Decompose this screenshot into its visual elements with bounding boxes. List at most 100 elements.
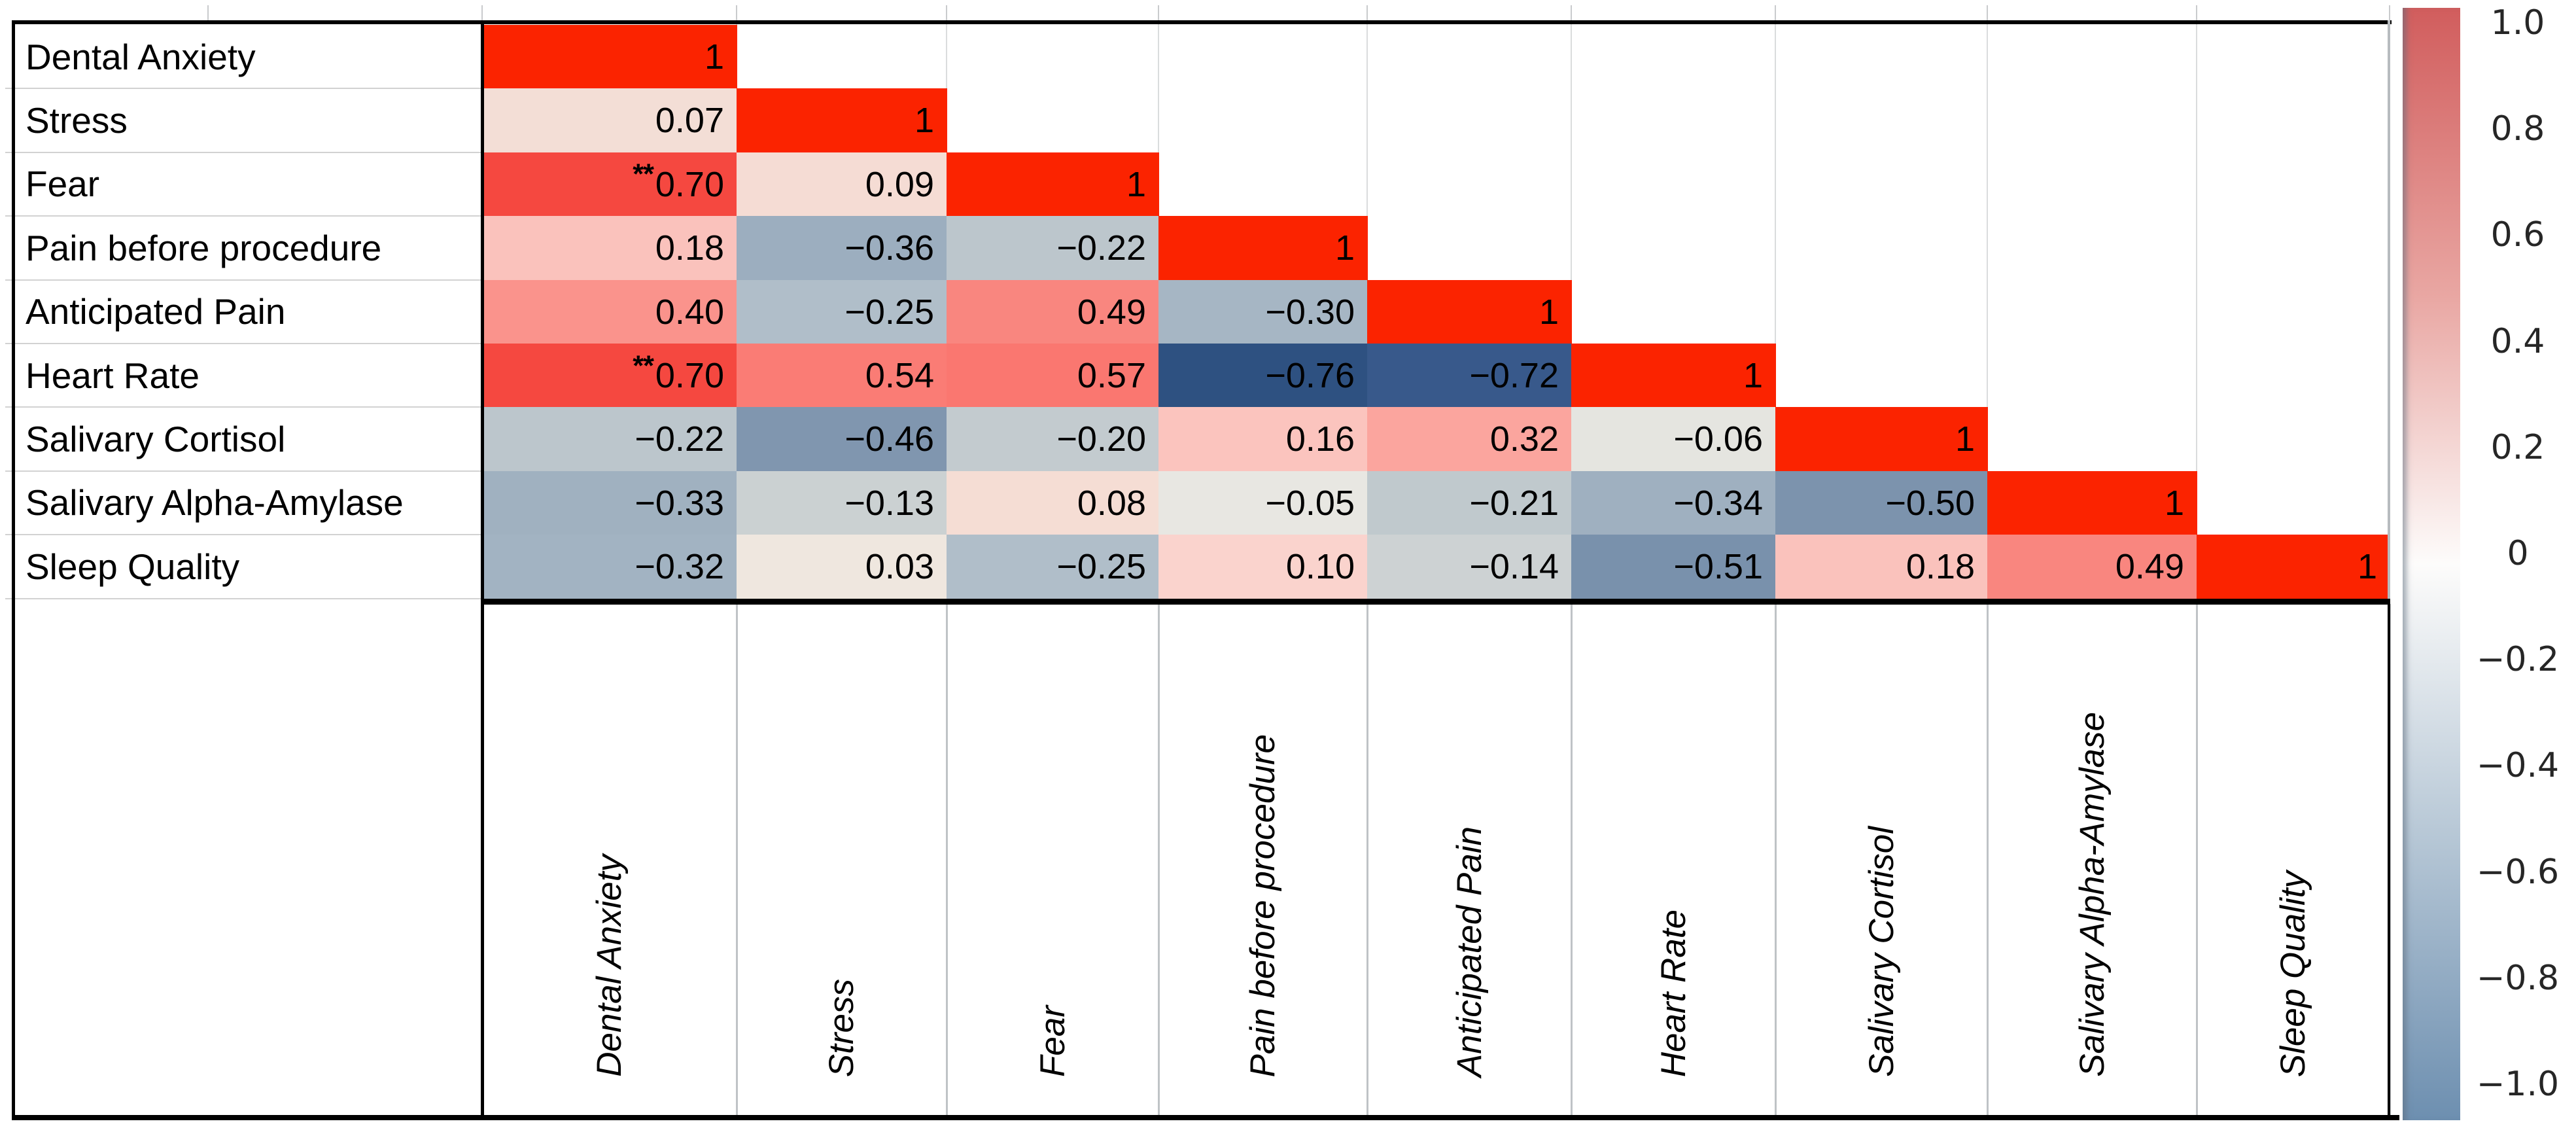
table-border-right-upper bbox=[2388, 20, 2390, 599]
cell-value: 1 bbox=[704, 37, 724, 77]
matrix-cell: 0.32 bbox=[1367, 407, 1572, 472]
cell-value: −0.46 bbox=[844, 419, 934, 459]
cell-value: −0.14 bbox=[1469, 547, 1559, 587]
cell-value: 0.03 bbox=[865, 547, 934, 587]
cell-value: −0.25 bbox=[844, 292, 934, 332]
row-separator-line bbox=[5, 406, 482, 408]
colorbar-tick-label: −0.4 bbox=[2476, 746, 2560, 786]
column-gridline bbox=[1158, 604, 1160, 1115]
row-label: Salivary Cortisol bbox=[26, 419, 286, 460]
cell-value: 0.07 bbox=[655, 101, 724, 141]
row-label: Dental Anxiety bbox=[26, 36, 256, 77]
gridline-tick bbox=[1158, 5, 1159, 20]
column-gridline bbox=[1987, 20, 1988, 599]
matrix-cell: −0.72 bbox=[1367, 344, 1572, 408]
cell-value: 0.08 bbox=[1077, 483, 1146, 523]
matrix-cell: 0.16 bbox=[1158, 407, 1368, 472]
cell-value: 0.18 bbox=[655, 228, 724, 268]
matrix-cell: −0.06 bbox=[1571, 407, 1776, 472]
cell-value: 0.70 bbox=[655, 356, 724, 395]
gridline-tick bbox=[736, 5, 737, 20]
colorbar-gradient bbox=[2403, 8, 2460, 1120]
matrix-cell: 0.54 bbox=[737, 344, 947, 408]
gridline-tick bbox=[207, 5, 209, 20]
matrix-cell: 0.40 bbox=[482, 279, 737, 344]
matrix-cell: ** 0.70 bbox=[482, 152, 737, 217]
column-gridline bbox=[1366, 604, 1368, 1115]
column-gridline bbox=[946, 604, 948, 1115]
matrix-cell: −0.51 bbox=[1571, 535, 1776, 599]
cell-value: −0.13 bbox=[844, 483, 934, 523]
matrix-cell: −0.05 bbox=[1158, 470, 1368, 535]
cell-value: −0.22 bbox=[1056, 228, 1146, 268]
cell-value: −0.51 bbox=[1673, 547, 1763, 587]
cell-value: 0.54 bbox=[865, 356, 934, 395]
matrix-cell: −0.13 bbox=[737, 470, 947, 535]
colorbar-tick-label: 0.8 bbox=[2490, 109, 2545, 149]
colorbar-tick-label: 0.6 bbox=[2490, 215, 2545, 255]
cell-value: −0.20 bbox=[1056, 419, 1146, 459]
cell-value: −0.21 bbox=[1469, 483, 1559, 523]
matrix-cell: 0.18 bbox=[482, 216, 737, 281]
colorbar-tick-label: 0.2 bbox=[2490, 427, 2545, 467]
matrix-cell: −0.22 bbox=[947, 216, 1159, 281]
row-separator-line bbox=[5, 343, 482, 344]
row-label: Anticipated Pain bbox=[26, 291, 286, 332]
matrix-cell: 1 bbox=[482, 25, 737, 89]
cell-value: −0.32 bbox=[635, 547, 724, 587]
column-gridline bbox=[1775, 604, 1777, 1115]
cell-value: 0.70 bbox=[655, 164, 724, 204]
column-gridline bbox=[736, 604, 738, 1115]
colorbar-tick-label: −1.0 bbox=[2476, 1065, 2560, 1104]
row-label: Fear bbox=[26, 164, 100, 205]
matrix-cell: −0.46 bbox=[737, 407, 947, 472]
cell-value: −0.25 bbox=[1056, 547, 1146, 587]
cell-value: −0.36 bbox=[844, 228, 934, 268]
matrix-cell: 0.49 bbox=[947, 279, 1159, 344]
matrix-cell: 0.10 bbox=[1158, 535, 1368, 599]
cell-value: 1 bbox=[914, 101, 934, 141]
colorbar-tick-label: −0.2 bbox=[2476, 640, 2560, 680]
matrix-cell: −0.14 bbox=[1367, 535, 1572, 599]
matrix-cell: −0.50 bbox=[1775, 470, 1988, 535]
matrix-cell: −0.21 bbox=[1367, 470, 1572, 535]
matrix-cell: −0.20 bbox=[947, 407, 1159, 472]
matrix-cell: 1 bbox=[1571, 344, 1776, 408]
row-label: Pain before procedure bbox=[26, 227, 382, 268]
column-gridline bbox=[1987, 604, 1989, 1115]
cell-value: 1 bbox=[1955, 419, 1975, 459]
gridline-tick bbox=[2196, 5, 2197, 20]
cell-value: 1 bbox=[2164, 483, 2184, 523]
row-label: Heart Rate bbox=[26, 355, 200, 396]
cell-value: −0.34 bbox=[1673, 483, 1763, 523]
row-separator-line bbox=[5, 215, 482, 217]
colorbar-tick-label: 0 bbox=[2507, 534, 2529, 573]
matrix-cell: −0.36 bbox=[737, 216, 947, 281]
matrix-cell: 0.03 bbox=[737, 535, 947, 599]
gridline-tick bbox=[481, 5, 483, 20]
cell-value: −0.05 bbox=[1265, 483, 1355, 523]
matrix-cell: 1 bbox=[2197, 535, 2390, 599]
matrix-cell: 1 bbox=[1775, 407, 1988, 472]
table-border-right-lower bbox=[2388, 598, 2390, 1120]
cell-value: −0.76 bbox=[1265, 356, 1355, 395]
cell-value: 0.16 bbox=[1285, 419, 1355, 459]
matrix-cell: 0.57 bbox=[947, 344, 1159, 408]
row-separator-line bbox=[5, 597, 482, 599]
matrix-cell: 1 bbox=[1367, 279, 1572, 344]
colorbar-tick-label: 0.4 bbox=[2490, 321, 2545, 361]
matrix-cell: −0.25 bbox=[737, 279, 947, 344]
matrix-cell: 1 bbox=[737, 88, 947, 153]
column-gridline bbox=[2196, 604, 2198, 1115]
cell-value: 1 bbox=[1334, 228, 1355, 268]
matrix-cell: −0.22 bbox=[482, 407, 737, 472]
matrix-cell: 0.08 bbox=[947, 470, 1159, 535]
matrix-cell: −0.76 bbox=[1158, 344, 1368, 408]
matrix-cell: −0.34 bbox=[1571, 470, 1776, 535]
row-label: Salivary Alpha-Amylase bbox=[26, 482, 404, 523]
matrix-cell: −0.25 bbox=[947, 535, 1159, 599]
matrix-cell: 0.49 bbox=[1987, 535, 2197, 599]
